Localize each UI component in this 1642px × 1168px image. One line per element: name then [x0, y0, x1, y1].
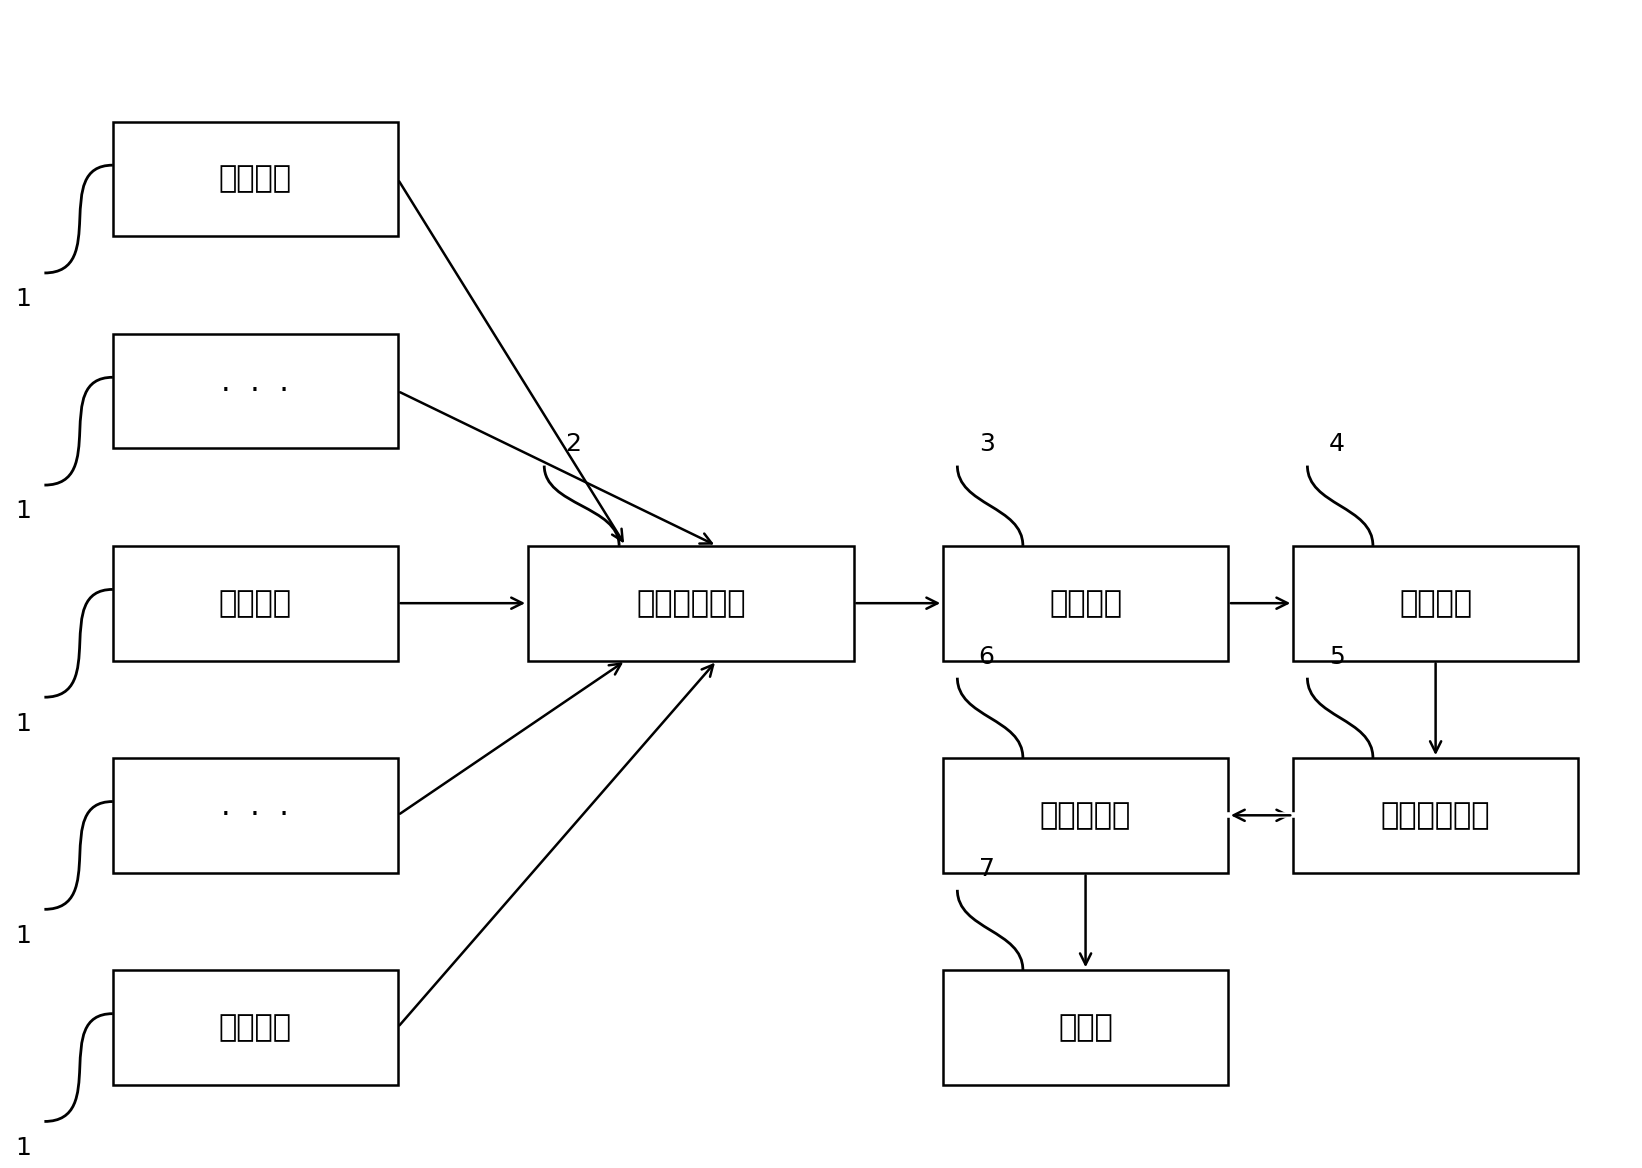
Text: 4: 4 — [1328, 432, 1345, 457]
Text: 1: 1 — [15, 924, 31, 947]
Text: 模数转换电路: 模数转换电路 — [1381, 801, 1491, 829]
Text: ·  ·  ·: · · · — [222, 376, 289, 405]
Text: 1: 1 — [15, 500, 31, 523]
Bar — [529, 545, 854, 661]
Text: 显示器: 显示器 — [1057, 1013, 1113, 1042]
Text: 1: 1 — [15, 1135, 31, 1160]
Bar — [113, 758, 397, 872]
Bar — [113, 121, 397, 236]
Text: 采集电路: 采集电路 — [218, 1013, 292, 1042]
Text: 3: 3 — [979, 432, 995, 457]
Text: 1: 1 — [15, 287, 31, 312]
Bar — [113, 334, 397, 449]
Bar — [943, 971, 1228, 1085]
Text: 5: 5 — [1328, 645, 1345, 668]
Bar — [113, 971, 397, 1085]
Bar — [1294, 545, 1578, 661]
Text: 采集电路: 采集电路 — [218, 589, 292, 618]
Text: 放大电路: 放大电路 — [1049, 589, 1121, 618]
Text: 7: 7 — [979, 856, 995, 881]
Text: ·  ·  ·: · · · — [222, 801, 289, 829]
Bar — [1294, 758, 1578, 872]
Text: 主控单片机: 主控单片机 — [1039, 801, 1131, 829]
Text: 2: 2 — [565, 432, 581, 457]
Text: 1: 1 — [15, 711, 31, 736]
Bar — [943, 758, 1228, 872]
Bar — [943, 545, 1228, 661]
Text: 通道切换电路: 通道切换电路 — [635, 589, 745, 618]
Text: 采集电路: 采集电路 — [218, 165, 292, 194]
Text: 滤波电路: 滤波电路 — [1399, 589, 1473, 618]
Bar — [113, 545, 397, 661]
Text: 6: 6 — [979, 645, 995, 668]
